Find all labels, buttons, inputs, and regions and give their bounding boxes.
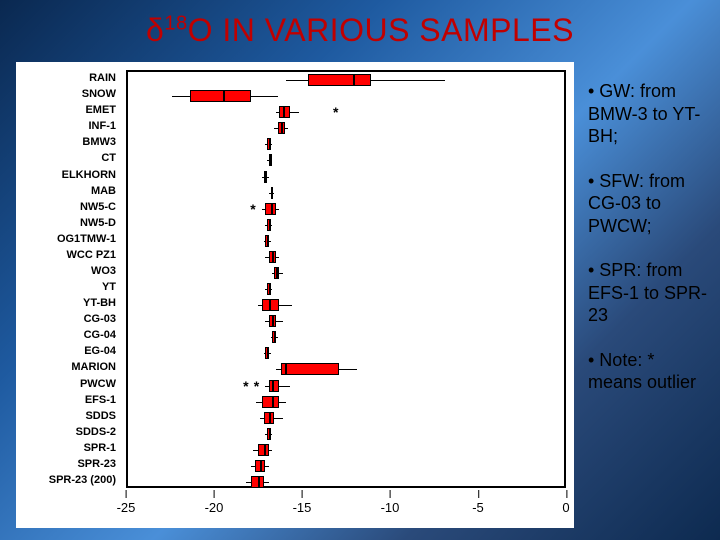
y-category-label: SPR-23 [77, 458, 116, 470]
x-axis-ticks: -25-20-15-10-50 [126, 490, 566, 520]
note-item: • Note: * means outlier [588, 349, 708, 394]
x-tick-label: -25 [117, 500, 136, 515]
box-median [267, 347, 269, 359]
outlier-marker: * [333, 104, 338, 120]
box-median [276, 267, 278, 279]
box-median [267, 235, 269, 247]
y-category-label: EFS-1 [85, 394, 116, 406]
y-category-label: MARION [71, 361, 116, 373]
box-median [258, 476, 260, 488]
y-category-label: RAIN [89, 72, 116, 84]
title-rest: O IN VARIOUS SAMPLES [188, 12, 574, 48]
y-category-label: NW5-D [80, 217, 116, 229]
box-median [272, 315, 274, 327]
box-median [272, 251, 274, 263]
y-category-label: CT [101, 152, 116, 164]
note-item: • SFW: from CG-03 to PWCW; [588, 170, 708, 238]
box-median [272, 380, 274, 392]
y-category-label: MAB [91, 185, 116, 197]
outlier-marker: * [243, 378, 248, 394]
box-median [283, 106, 285, 118]
box-median [269, 412, 271, 424]
y-category-label: BMW3 [82, 136, 116, 148]
y-category-label: EG-04 [84, 345, 116, 357]
box-median [265, 171, 267, 183]
x-tick-label: -5 [472, 500, 484, 515]
y-category-label: YT-BH [83, 297, 116, 309]
y-category-label: ELKHORN [62, 169, 116, 181]
outlier-marker: * [250, 201, 255, 217]
box-body [262, 396, 280, 408]
y-category-label: EMET [85, 104, 116, 116]
y-category-label: OG1TMW-1 [57, 233, 116, 245]
box-body [308, 74, 371, 86]
y-category-label: WCC PZ1 [67, 249, 117, 261]
y-category-label: SNOW [82, 88, 116, 100]
box-median [270, 154, 272, 166]
y-category-label: CG-03 [84, 313, 116, 325]
outlier-marker: * [254, 378, 259, 394]
box-median [269, 299, 271, 311]
box-median [269, 428, 271, 440]
x-tick-label: -20 [205, 500, 224, 515]
box-body [281, 363, 339, 375]
box-median [264, 444, 266, 456]
y-category-label: WO3 [91, 265, 116, 277]
y-category-label: SDDS [85, 410, 116, 422]
box-median [274, 331, 276, 343]
note-item: • SPR: from EFS-1 to SPR-23 [588, 259, 708, 327]
y-category-label: CG-04 [84, 329, 116, 341]
box-median [269, 283, 271, 295]
note-item: • GW: from BMW-3 to YT-BH; [588, 80, 708, 148]
y-category-label: SDDS-2 [76, 426, 116, 438]
box-median [223, 90, 225, 102]
box-median [260, 460, 262, 472]
y-category-label: SPR-23 (200) [49, 474, 116, 486]
box-median [271, 203, 273, 215]
box-median [269, 138, 271, 150]
box-median [353, 74, 355, 86]
box-median [271, 187, 273, 199]
y-category-label: SPR-1 [84, 442, 116, 454]
box-median [285, 363, 287, 375]
x-tick-label: 0 [562, 500, 569, 515]
title-prefix: δ [146, 12, 164, 48]
notes-panel: • GW: from BMW-3 to YT-BH; • SFW: from CG… [588, 80, 708, 416]
y-category-label: YT [102, 281, 116, 293]
y-category-label: INF-1 [89, 120, 117, 132]
y-axis-labels: RAIN SNOW EMET INF-1 BMW3 CT ELKHORN MAB NW5-C NW… [16, 70, 122, 488]
y-category-label: NW5-C [80, 201, 116, 213]
page-title: δ18O IN VARIOUS SAMPLES [0, 12, 720, 49]
box-median [272, 396, 274, 408]
plot-area: * * * * [126, 70, 566, 488]
box-body [190, 90, 252, 102]
title-super: 18 [164, 12, 187, 34]
x-tick-label: -10 [381, 500, 400, 515]
x-tick-label: -15 [293, 500, 312, 515]
box-median [281, 122, 283, 134]
chart-panel: RAIN SNOW EMET INF-1 BMW3 CT ELKHORN MAB NW5-C NW… [16, 62, 574, 528]
box-median [269, 219, 271, 231]
y-category-label: PWCW [80, 378, 116, 390]
